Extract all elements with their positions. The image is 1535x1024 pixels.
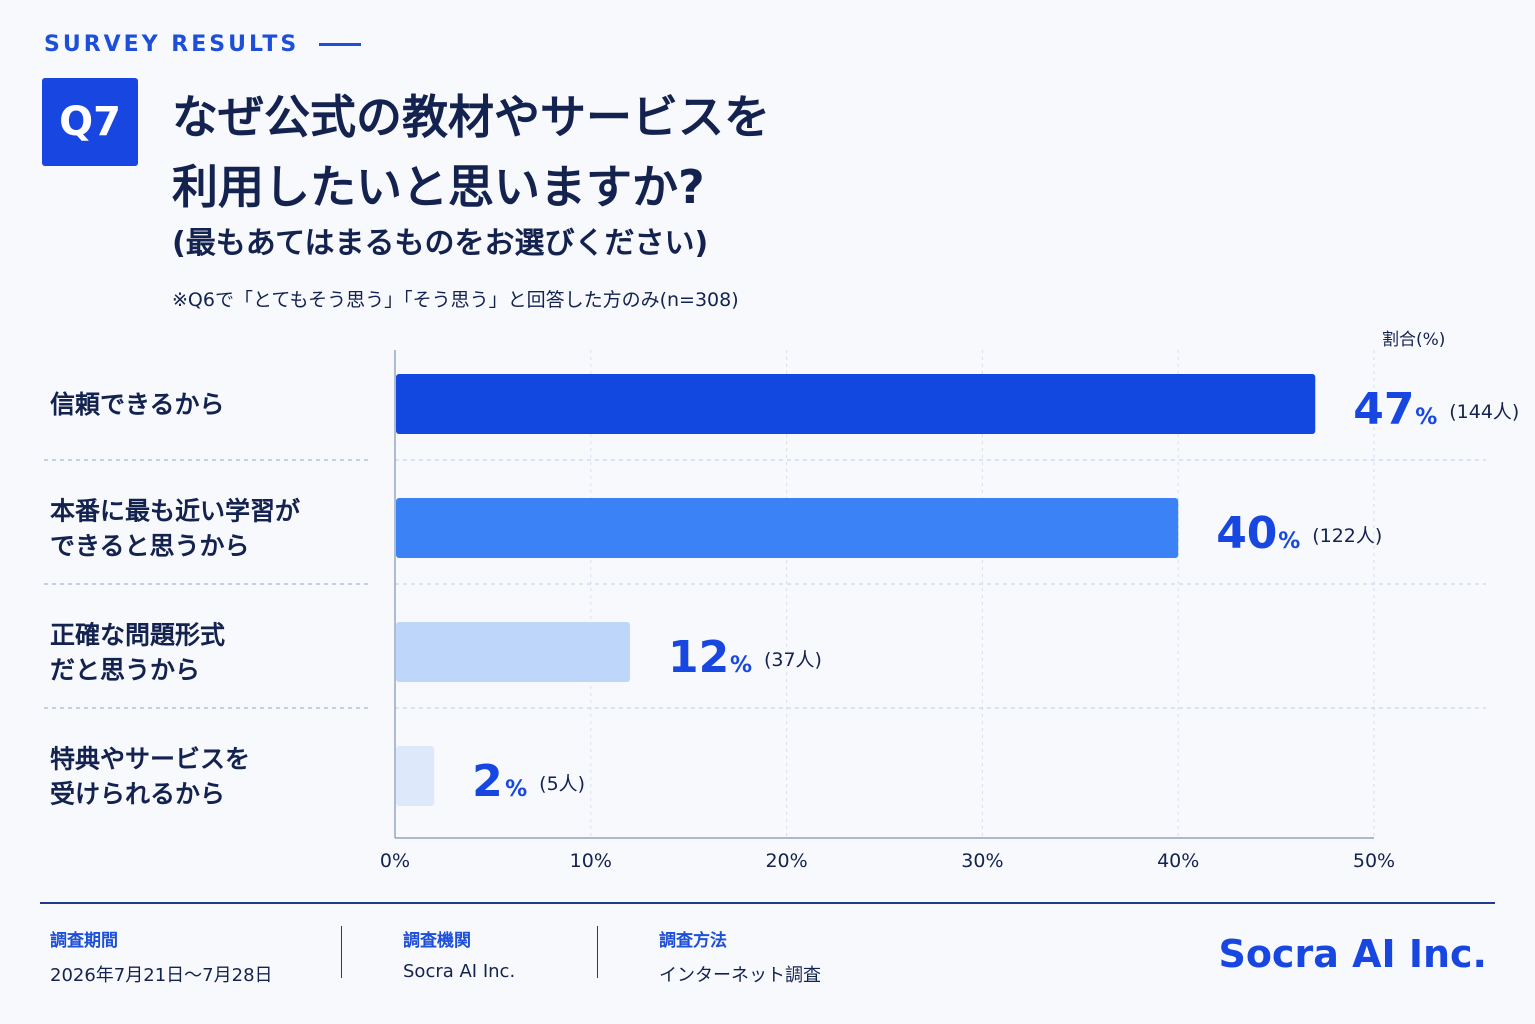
data-label-percent: % (730, 653, 752, 678)
survey-organization-label: 調査機関 (403, 931, 471, 951)
x-tick-label: 0% (380, 850, 410, 872)
question-number-badge: Q7 (42, 78, 138, 166)
survey-method: 調査方法 インターネット調査 (659, 926, 821, 987)
company-brand: Socra AI Inc. (1218, 932, 1487, 976)
bar (396, 374, 1316, 434)
survey-results-eyebrow: SURVEY RESULTS (44, 32, 362, 57)
footer-separator (597, 926, 598, 978)
x-tick-label: 20% (765, 850, 807, 872)
bar (396, 746, 435, 806)
respondent-count-label: (122人) (1312, 525, 1382, 547)
respondent-count-label: (5人) (539, 773, 585, 795)
bar (396, 622, 630, 682)
respondent-count-label: (37人) (764, 649, 822, 671)
question-title: なぜ公式の教材やサービスを 利用したいと思いますか? (172, 82, 770, 222)
survey-method-label: 調査方法 (659, 931, 727, 951)
survey-method-value: インターネット調査 (659, 965, 821, 986)
axis-unit-label: 割合(%) (1382, 330, 1446, 350)
question-title-line-2: 利用したいと思いますか? (172, 160, 705, 214)
respondent-count-label: (144人) (1449, 401, 1519, 423)
footer-divider-line (40, 902, 1495, 904)
category-label: できると思うから (50, 532, 250, 561)
data-label: 40 (1216, 508, 1277, 559)
data-label: 12 (668, 632, 729, 683)
survey-period-label: 調査期間 (50, 931, 118, 951)
data-label-percent: % (1415, 405, 1437, 430)
eyebrow-text: SURVEY RESULTS (44, 32, 300, 57)
x-tick-label: 30% (961, 850, 1003, 872)
data-label: 2 (472, 756, 503, 807)
bar-chart: 0% 10% 20% 30% 40% 50% 信頼できるから 47% (144人) 本番に最も近い… (44, 350, 1519, 872)
category-label: 特典やサービスを (50, 745, 250, 774)
data-label-percent: % (1278, 529, 1300, 554)
category-label: 信頼できるから (50, 390, 225, 419)
x-tick-label: 50% (1353, 850, 1395, 872)
survey-organization-value: Socra AI Inc. (403, 961, 516, 982)
category-label: 受けられるから (50, 780, 225, 809)
category-label: 正確な問題形式 (50, 621, 225, 650)
survey-period: 調査期間 2026年7月21日〜7月28日 (50, 926, 273, 987)
footer-separator (341, 926, 342, 978)
x-tick-label: 40% (1157, 850, 1199, 872)
data-label-percent: % (505, 777, 527, 802)
survey-period-value: 2026年7月21日〜7月28日 (50, 965, 273, 986)
bar (396, 498, 1179, 558)
data-label: 47 (1353, 384, 1414, 435)
category-label: 本番に最も近い学習が (50, 497, 300, 526)
eyebrow-underline (319, 43, 362, 46)
survey-organization: 調査機関 Socra AI Inc. (403, 926, 515, 982)
question-subtitle: (最もあてはまるものをお選びください) (172, 226, 709, 261)
x-tick-label: 10% (570, 850, 612, 872)
category-label: だと思うから (50, 656, 200, 685)
respondent-note: ※Q6で「とてもそう思う」「そう思う」と回答した方のみ(n=308) (172, 289, 739, 311)
question-title-line-1: なぜ公式の教材やサービスを (172, 90, 770, 144)
